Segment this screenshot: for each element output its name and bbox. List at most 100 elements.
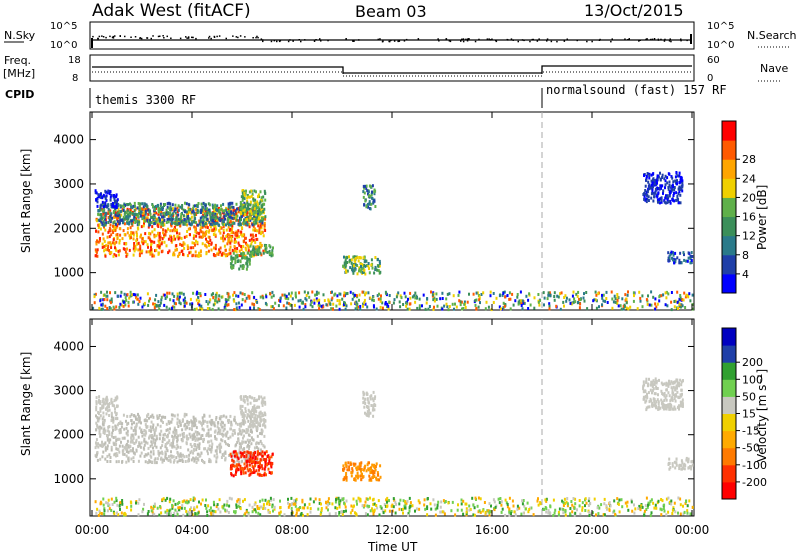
scatter-point (151, 203, 154, 206)
scatter-point (177, 222, 180, 226)
scatter-point (163, 211, 166, 215)
scatter-point (285, 294, 288, 298)
scatter-point (102, 193, 105, 197)
scatter-point (517, 300, 520, 304)
scatter-point (173, 234, 176, 238)
scatter-point (246, 220, 249, 224)
scatter-point (681, 398, 684, 402)
scatter-point (262, 195, 265, 199)
scatter-point (129, 203, 132, 207)
scatter-point (126, 422, 129, 426)
scatter-point (660, 398, 663, 402)
scatter-point (128, 296, 131, 300)
scatter-point (163, 214, 166, 218)
scatter-point (351, 269, 354, 273)
nsky-point (98, 35, 101, 38)
scatter-point (682, 298, 685, 302)
scatter-point (191, 210, 194, 214)
nsky-point (680, 38, 682, 40)
scatter-point (110, 411, 113, 415)
nsky-point (646, 38, 648, 40)
scatter-point (137, 412, 139, 416)
nsky-point (491, 38, 493, 40)
scatter-point (150, 239, 153, 243)
scatter-point (165, 210, 168, 214)
scatter-point (368, 401, 371, 405)
scatter-point (185, 434, 188, 438)
scatter-point (661, 392, 664, 396)
scatter-point (182, 252, 184, 256)
nsky-point (377, 38, 379, 41)
scatter-point (661, 404, 664, 408)
scatter-point (674, 299, 677, 303)
scatter-point (241, 292, 244, 296)
scatter-point (177, 254, 180, 258)
scatter-point (157, 304, 160, 308)
scatter-point (349, 462, 352, 466)
scatter-point (672, 381, 674, 385)
scatter-point (251, 251, 254, 254)
scatter-point (508, 513, 511, 517)
scatter-point (583, 292, 585, 296)
scatter-point (219, 250, 222, 254)
scatter-point (132, 233, 135, 237)
scatter-point (182, 292, 185, 296)
scatter-point (152, 415, 155, 419)
scatter-point (647, 384, 649, 388)
station-title: Adak West (fitACF) (92, 1, 251, 21)
scatter-point (576, 301, 579, 305)
scatter-point (233, 240, 236, 244)
scatter-point (617, 304, 620, 308)
scatter-point (162, 458, 164, 462)
nsky-point (237, 36, 239, 39)
scatter-point (279, 296, 282, 300)
scatter-point (676, 290, 679, 294)
scatter-point (142, 242, 145, 246)
scatter-point (272, 294, 275, 298)
scatter-point (139, 247, 142, 251)
scatter-point (258, 411, 261, 415)
scatter-point (657, 191, 660, 195)
scatter-point (258, 395, 260, 399)
scatter-point (106, 409, 109, 413)
scatter-point (650, 173, 653, 177)
scatter-point (105, 294, 108, 298)
scatter-point (165, 422, 168, 426)
scatter-point (132, 460, 135, 463)
scatter-point (201, 458, 203, 462)
scatter-point (368, 184, 371, 188)
scatter-point (144, 440, 147, 444)
scatter-point (183, 235, 186, 239)
scatter-point (645, 176, 648, 180)
scatter-point (647, 195, 650, 199)
scatter-point (192, 456, 195, 460)
scatter-point (253, 217, 256, 221)
scatter-point (216, 212, 218, 216)
scatter-point (240, 232, 243, 236)
scatter-point (331, 307, 334, 311)
scatter-point (233, 221, 236, 225)
scatter-point (191, 424, 194, 428)
scatter-point (348, 260, 351, 264)
scatter-point (119, 294, 122, 298)
scatter-point (667, 463, 670, 466)
nsky-point (187, 37, 190, 39)
scatter-point (352, 462, 355, 466)
scatter-point (196, 443, 199, 447)
scatter-point (252, 248, 255, 251)
scatter-point (114, 229, 117, 232)
scatter-point (202, 419, 205, 423)
scatter-point (676, 182, 678, 186)
scatter-point (659, 178, 662, 182)
scatter-point (112, 221, 115, 225)
scatter-point (654, 297, 657, 301)
scatter-point (675, 191, 678, 195)
nsky-point (218, 35, 221, 37)
scatter-point (219, 219, 222, 223)
scatter-point (183, 435, 186, 439)
scatter-point (323, 299, 326, 303)
scatter-point (256, 434, 259, 438)
scatter-point (509, 307, 512, 311)
scatter-point (228, 213, 231, 216)
scatter-point (208, 228, 211, 232)
